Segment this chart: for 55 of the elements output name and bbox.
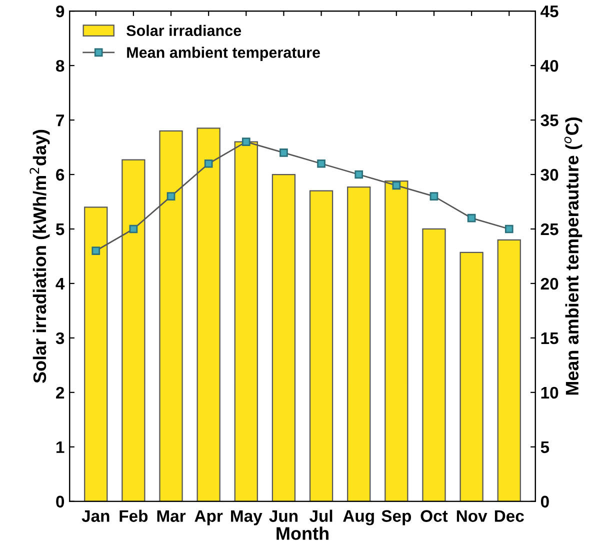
bar [460,252,484,502]
point [504,224,514,234]
y-tick-label: 1 [56,441,64,453]
x-tick-label: Feb [120,510,148,522]
bar [347,186,371,502]
bar [497,239,521,502]
point [204,159,213,168]
x-tick-label: Oct [420,510,448,522]
x-tick-label: Jun [269,510,298,522]
point [354,170,364,179]
y-tick-label: 6 [56,168,64,181]
x-tick-label: Nov [456,510,488,522]
legend-label: Mean ambient temperature [127,46,320,61]
point [430,192,438,200]
y-tick-label: 9 [56,5,64,18]
point [280,148,288,157]
y2-tick-label: 10 [541,386,558,399]
y-tick-label: 0 [56,496,64,508]
legend-label: Solar irradiance [126,24,242,36]
x-tick-label: Sep [382,510,412,526]
y-axis-title: Solar irradiation (kWh/m$^{2}$day) [30,130,50,383]
bar [309,190,334,502]
x-tick-label: Dec [494,510,524,522]
y-tick-label: 5 [56,224,64,236]
x-tick-label: Jul [310,510,332,522]
x-tick-label: Jan [82,510,110,522]
y2-tick-label: 15 [541,332,558,344]
y2-axis-title: Mean ambient temperauture ($^{o}$C) [564,118,582,395]
y-tick-label: 2 [56,386,64,398]
x-axis-title: Month [276,526,328,540]
y-tick-label: 4 [56,278,65,290]
x-tick-label: Mar [157,510,186,522]
y-tick-label: 3 [56,332,64,344]
bar [272,174,296,502]
point [92,246,100,255]
y-tick-label: 7 [56,114,64,126]
y2-tick-label: 45 [540,6,558,18]
x-tick-label: Aug [343,510,374,526]
point [129,224,138,234]
x-tick-label: May [231,510,262,526]
y2-tick-label: 0 [540,496,549,508]
y2-tick-label: 40 [540,60,558,72]
y2-tick-label: 35 [540,114,558,126]
point [166,192,176,200]
y2-tick-label: 25 [540,223,558,236]
bar [422,228,446,502]
y2-tick-label: 20 [540,278,558,290]
y2-tick-label: 30 [540,168,558,181]
point [467,214,476,222]
point [242,138,250,146]
point [317,159,326,168]
x-tick-label: Apr [194,510,223,526]
y-tick-label: 8 [56,60,64,72]
y2-tick-label: 5 [540,441,550,454]
point [392,181,401,190]
